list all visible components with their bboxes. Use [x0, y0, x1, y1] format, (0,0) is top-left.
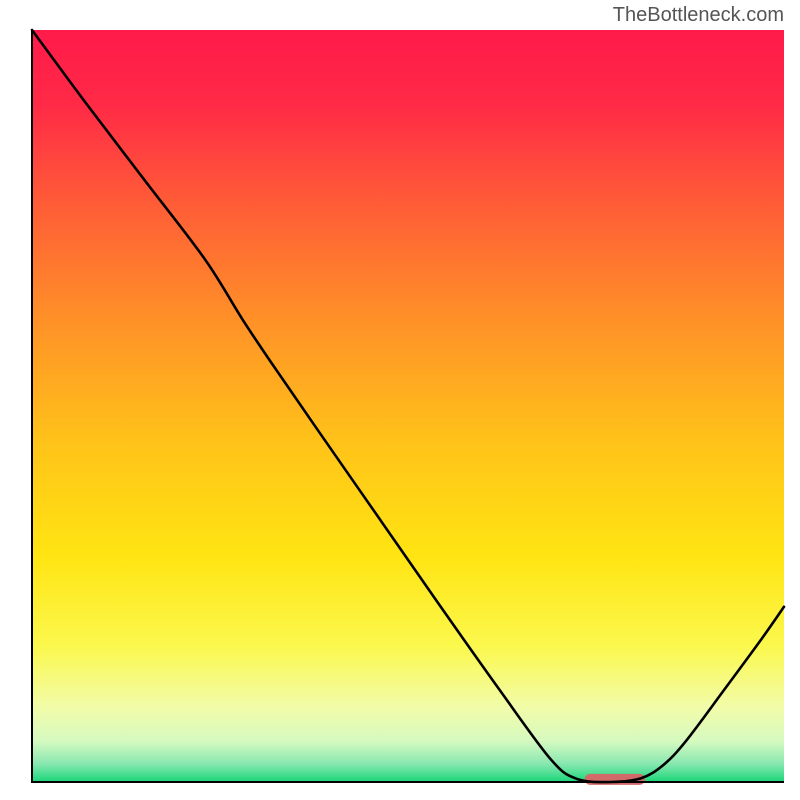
chart-svg: [0, 0, 800, 800]
plot-background: [32, 30, 784, 782]
watermark-text: TheBottleneck.com: [613, 4, 784, 27]
chart-container: TheBottleneck.com: [0, 0, 800, 800]
